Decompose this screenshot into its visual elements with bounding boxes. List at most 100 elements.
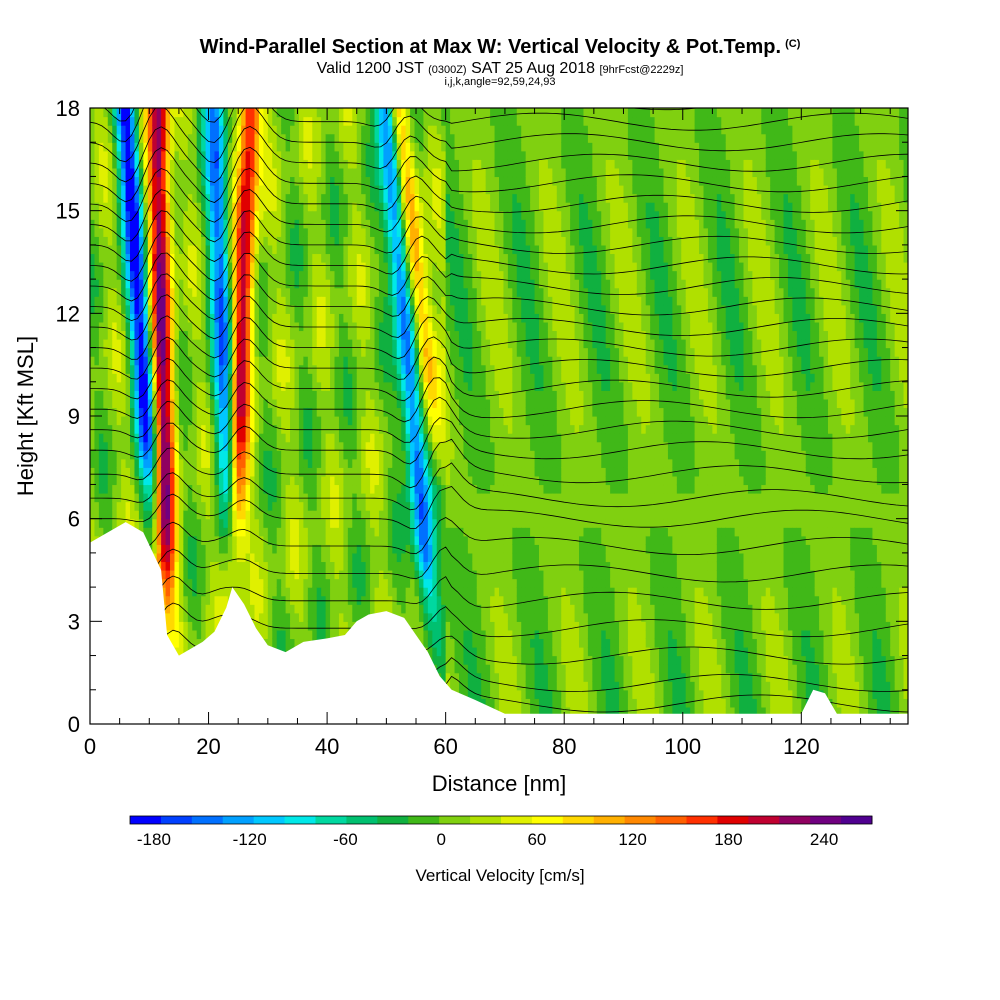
velocity-cell — [201, 125, 207, 135]
velocity-cell — [303, 185, 309, 195]
velocity-cell — [223, 552, 229, 563]
velocity-cell — [183, 518, 189, 528]
velocity-cell — [316, 416, 322, 426]
velocity-cell — [361, 398, 367, 409]
velocity-cell — [365, 142, 371, 152]
velocity-cell — [312, 390, 318, 400]
velocity-cell — [356, 450, 362, 460]
velocity-cell — [125, 150, 131, 160]
velocity-cell — [161, 270, 167, 280]
velocity-cell — [98, 108, 104, 118]
velocity-cell — [374, 544, 380, 554]
velocity-cell — [103, 304, 109, 314]
velocity-cell — [325, 347, 331, 357]
velocity-cell — [325, 270, 331, 280]
velocity-cell — [143, 270, 149, 280]
velocity-cell — [290, 253, 296, 263]
velocity-cell — [138, 441, 144, 451]
velocity-cell — [267, 527, 273, 537]
velocity-cell — [218, 185, 224, 195]
velocity-cell — [378, 296, 385, 306]
velocity-cell — [130, 210, 136, 220]
velocity-cell — [281, 587, 287, 597]
velocity-cell — [250, 253, 256, 263]
velocity-cell — [312, 108, 318, 118]
velocity-cell — [116, 253, 122, 263]
velocity-cell — [147, 125, 153, 135]
velocity-cell — [258, 347, 264, 357]
velocity-cell — [192, 441, 198, 451]
velocity-cell — [330, 287, 336, 297]
velocity-cell — [214, 142, 220, 152]
velocity-cell — [205, 202, 211, 212]
velocity-cell — [112, 185, 118, 195]
velocity-cell — [205, 527, 211, 537]
velocity-cell — [214, 304, 220, 314]
velocity-cell — [214, 108, 220, 118]
velocity-cell — [285, 493, 291, 503]
velocity-cell — [361, 356, 367, 366]
velocity-cell — [161, 193, 167, 203]
velocity-cell — [156, 544, 162, 554]
velocity-cell — [378, 133, 385, 143]
velocity-cell — [258, 356, 264, 366]
velocity-cell — [170, 604, 176, 614]
velocity-cell — [156, 287, 162, 297]
velocity-cell — [258, 185, 264, 195]
velocity-cell — [187, 416, 193, 426]
velocity-cell — [312, 493, 318, 503]
velocity-cell — [352, 304, 358, 314]
velocity-cell — [365, 587, 371, 597]
velocity-cell — [103, 202, 109, 212]
velocity-cell — [161, 535, 167, 545]
velocity-cell — [174, 116, 180, 126]
velocity-cell — [361, 475, 367, 486]
velocity-cell — [165, 578, 171, 588]
velocity-cell — [210, 321, 216, 332]
velocity-cell — [112, 313, 118, 323]
velocity-cell — [356, 296, 362, 306]
velocity-cell — [321, 330, 327, 340]
velocity-cell — [352, 167, 358, 178]
velocity-cell — [285, 253, 291, 263]
velocity-cell — [356, 356, 362, 366]
velocity-cell — [174, 475, 180, 486]
velocity-cell — [290, 167, 296, 178]
velocity-cell — [325, 578, 331, 588]
velocity-cell — [303, 133, 309, 143]
velocity-cell — [161, 253, 167, 263]
velocity-cell — [218, 287, 224, 297]
velocity-cell — [201, 552, 207, 563]
velocity-cell — [321, 108, 327, 118]
velocity-cell — [174, 612, 180, 622]
velocity-cell — [90, 450, 96, 460]
velocity-cell — [138, 398, 144, 409]
velocity-cell — [387, 108, 393, 118]
velocity-cell — [187, 398, 193, 409]
velocity-cell — [387, 570, 393, 580]
velocity-cell — [330, 219, 336, 229]
velocity-cell — [258, 570, 264, 580]
velocity-cell — [250, 493, 256, 503]
velocity-cell — [138, 227, 144, 237]
velocity-cell — [98, 356, 104, 366]
velocity-cell — [365, 108, 371, 118]
velocity-cell — [334, 330, 340, 340]
velocity-cell — [370, 510, 376, 520]
velocity-cell — [170, 330, 176, 340]
velocity-cell — [285, 262, 291, 272]
velocity-cell — [187, 159, 193, 169]
velocity-cell — [116, 330, 122, 340]
velocity-cell — [205, 604, 211, 614]
velocity-cell — [276, 458, 282, 468]
velocity-cell — [343, 270, 349, 280]
velocity-cell — [365, 501, 371, 511]
velocity-cell — [205, 595, 211, 605]
velocity-cell — [334, 193, 340, 203]
velocity-cell — [187, 202, 193, 212]
velocity-cell — [227, 416, 233, 426]
velocity-cell — [121, 458, 127, 468]
velocity-cell — [330, 347, 336, 357]
velocity-cell — [325, 244, 331, 255]
velocity-cell — [263, 321, 269, 332]
